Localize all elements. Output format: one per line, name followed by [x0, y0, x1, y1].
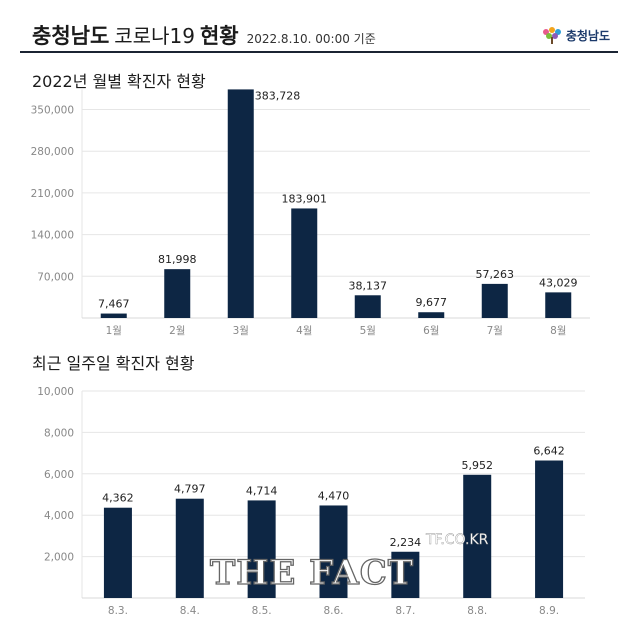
- x-tick-label: 8월: [550, 325, 566, 337]
- x-tick-label: 8.9.: [539, 605, 559, 617]
- logo-tree-icon: [542, 27, 561, 44]
- bar-8.4.: [175, 498, 204, 598]
- bar-8월: [545, 292, 572, 318]
- watermark-logo: THE FACT: [209, 553, 415, 593]
- logo-text: 충청남도: [565, 28, 610, 43]
- bar-7월: [481, 283, 508, 318]
- bar-8.9.: [535, 460, 564, 598]
- y-tick-label: 70,000: [37, 271, 74, 283]
- x-tick-label: 8.6.: [323, 605, 343, 617]
- x-tick-label: 7월: [487, 325, 503, 337]
- y-tick-label: 350,000: [31, 105, 74, 117]
- y-tick-label: 4,000: [44, 510, 74, 522]
- data-label: 9,677: [416, 296, 448, 309]
- header-divider: [20, 51, 618, 53]
- monthly-chart-title: 2022년 월별 확진자 현황: [32, 72, 206, 91]
- bar-5월: [354, 295, 381, 318]
- data-label: 43,029: [539, 276, 578, 289]
- x-tick-label: 8.5.: [252, 605, 272, 617]
- bar-3월: [227, 89, 254, 318]
- data-label: 4,362: [102, 492, 134, 505]
- bar-8.3.: [103, 507, 132, 598]
- data-label: 7,467: [98, 298, 130, 311]
- bar-8.5.: [247, 500, 276, 598]
- monthly-bar-chart: 70,000 140,000 210,000 280,000 350,000 7,467 1…: [31, 89, 590, 337]
- reference-date: 2022.8.10. 00:00 기준: [246, 32, 376, 46]
- y-tick-label: 6,000: [44, 469, 74, 481]
- x-tick-label: 2월: [169, 325, 185, 337]
- data-label: 4,797: [174, 483, 206, 496]
- data-label: 81,998: [158, 253, 197, 266]
- data-label: 4,470: [318, 489, 350, 502]
- title-status: 현황: [199, 24, 239, 48]
- bar-8.7.: [391, 551, 420, 598]
- x-tick-label: 6월: [423, 325, 439, 337]
- x-tick-label: 3월: [233, 325, 249, 337]
- x-tick-label: 8.4.: [180, 605, 200, 617]
- bar-8.6.: [319, 505, 348, 598]
- data-label: 383,728: [255, 89, 301, 102]
- y-tick-label: 140,000: [31, 230, 74, 242]
- data-label: 38,137: [349, 279, 388, 292]
- data-label: 5,952: [461, 459, 493, 472]
- x-tick-label: 8.3.: [108, 605, 128, 617]
- data-label: 183,901: [282, 192, 328, 205]
- x-tick-label: 1월: [106, 325, 122, 337]
- x-tick-label: 8.8.: [467, 605, 487, 617]
- page-header: 충청남도 코로나19 현황 2022.8.10. 00:00 기준: [32, 20, 376, 50]
- y-tick-label: 8,000: [44, 427, 74, 439]
- y-tick-label: 280,000: [31, 146, 74, 158]
- x-tick-label: 5월: [360, 325, 376, 337]
- chungnam-logo: 충청남도: [541, 26, 610, 44]
- bar-8.8.: [463, 474, 492, 598]
- x-tick-label: 8.7.: [395, 605, 415, 617]
- data-label: 6,642: [533, 445, 565, 458]
- x-tick-label: 4월: [296, 325, 312, 337]
- bar-1월: [100, 313, 127, 318]
- data-label: 57,263: [476, 268, 515, 281]
- watermark-url: TF.CO.KR: [426, 532, 489, 548]
- y-tick-label: 2,000: [44, 552, 74, 564]
- title-topic: 코로나19: [114, 24, 195, 48]
- y-tick-label: 10,000: [37, 386, 74, 398]
- bar-4월: [291, 208, 318, 318]
- data-label: 2,234: [390, 536, 422, 549]
- data-label: 4,714: [246, 484, 278, 497]
- bar-2월: [164, 269, 191, 318]
- title-region: 충청남도: [32, 24, 110, 48]
- bar-6월: [418, 312, 445, 318]
- y-tick-label: 210,000: [31, 188, 74, 200]
- weekly-chart-title: 최근 일주일 확진자 현황: [32, 354, 195, 373]
